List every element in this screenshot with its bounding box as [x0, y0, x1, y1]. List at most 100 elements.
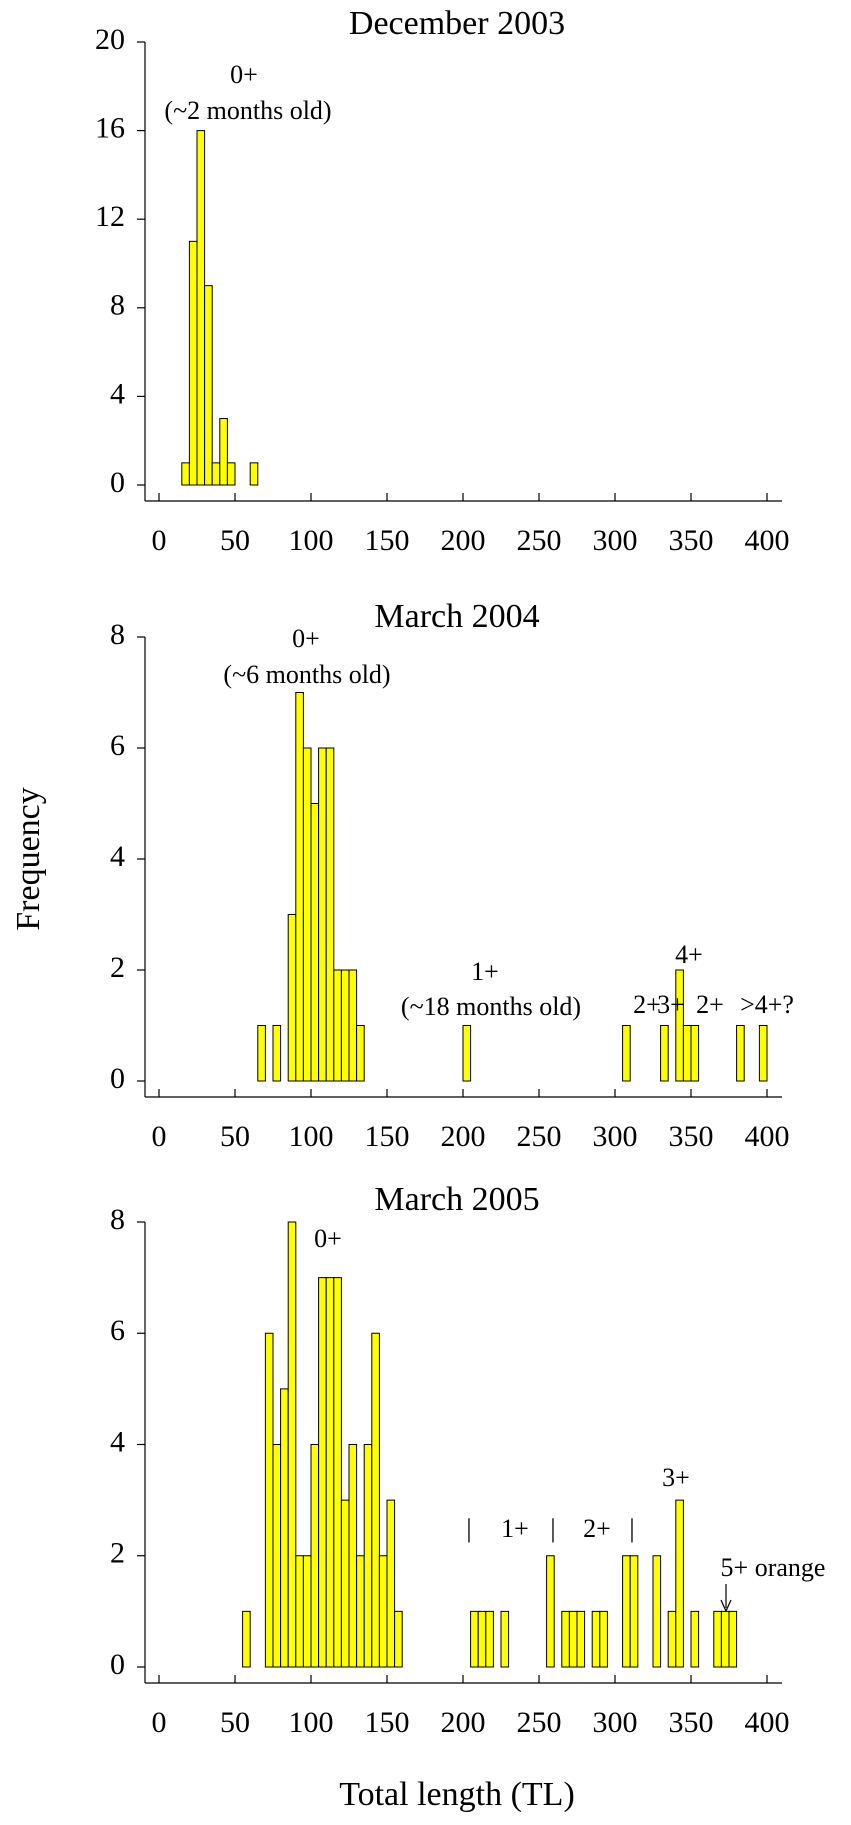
- x-tick-label: 350: [669, 524, 714, 557]
- y-tick-label: 6: [110, 1314, 125, 1347]
- bar: [386, 1499, 396, 1668]
- bar: [378, 1555, 388, 1668]
- annotation: 1+: [501, 1514, 529, 1543]
- bar: [348, 1444, 358, 1668]
- x-tick-label: 350: [669, 1120, 714, 1153]
- bar: [758, 1025, 768, 1082]
- bar: [318, 1277, 327, 1668]
- bar: [188, 240, 198, 486]
- y-tick-label: 20: [95, 23, 125, 56]
- bar: [485, 1610, 494, 1668]
- y-tick-label: 8: [110, 1203, 125, 1236]
- bar: [720, 1610, 730, 1668]
- annotation: 5+ orange: [721, 1553, 826, 1582]
- y-tick-label: 2: [110, 951, 125, 984]
- bar: [272, 1025, 282, 1082]
- bar: [356, 1025, 365, 1082]
- bar: [736, 1025, 745, 1082]
- bar: [333, 969, 342, 1082]
- annotation: 0+: [292, 624, 320, 653]
- bar: [264, 1332, 274, 1668]
- bar: [242, 1610, 251, 1668]
- x-tick-label: 150: [365, 524, 410, 557]
- bar: [629, 1555, 639, 1668]
- bar: [196, 130, 206, 486]
- bar: [356, 1555, 365, 1668]
- bar: [226, 462, 236, 486]
- y-tick-label: 12: [95, 200, 125, 233]
- annotation: 4+: [675, 940, 703, 969]
- x-tick-label: 400: [745, 524, 790, 557]
- bar: [325, 747, 335, 1082]
- bar: [675, 969, 684, 1082]
- bar: [500, 1610, 510, 1668]
- y-tick-label: 0: [110, 1062, 125, 1095]
- bar: [660, 1025, 669, 1082]
- bar: [675, 1499, 684, 1668]
- x-tick-label: 400: [745, 1706, 790, 1739]
- annotation: 0+: [314, 1224, 342, 1253]
- bar: [287, 1221, 297, 1668]
- bar: [181, 462, 190, 486]
- y-tick-label: 16: [95, 111, 125, 144]
- x-tick-label: 300: [593, 1120, 638, 1153]
- annotation: 2+: [633, 990, 661, 1019]
- y-tick-label: 6: [110, 729, 125, 762]
- x-tick-label: 350: [669, 1706, 714, 1739]
- bar: [591, 1610, 601, 1668]
- x-tick-label: 100: [289, 524, 334, 557]
- bar: [287, 914, 297, 1082]
- x-tick-label: 200: [441, 1120, 486, 1153]
- y-tick-label: 4: [110, 1425, 125, 1458]
- bar: [477, 1610, 487, 1668]
- bar: [318, 747, 327, 1082]
- x-tick-label: 0: [152, 1120, 167, 1153]
- bar: [667, 1610, 677, 1668]
- x-tick-label: 200: [441, 524, 486, 557]
- bar: [728, 1610, 738, 1668]
- annotation: |: [629, 1514, 634, 1543]
- bar: [204, 285, 213, 486]
- annotation: |: [550, 1514, 555, 1543]
- annotation: 1+: [471, 957, 499, 986]
- y-tick-label: 8: [110, 289, 125, 322]
- x-tick-label: 50: [220, 524, 250, 557]
- bar: [295, 692, 304, 1082]
- bar: [599, 1610, 608, 1668]
- annotation: 2+: [696, 990, 724, 1019]
- x-axis-label: Total length (TL): [339, 1776, 575, 1813]
- bar: [325, 1277, 335, 1668]
- bar: [462, 1025, 472, 1082]
- bar: [363, 1444, 373, 1668]
- bar: [371, 1332, 380, 1668]
- bar: [340, 969, 350, 1082]
- bar: [219, 418, 228, 486]
- bar: [310, 1444, 320, 1668]
- bar: [348, 969, 358, 1082]
- y-tick-label: 2: [110, 1537, 125, 1570]
- bar: [682, 1025, 692, 1082]
- x-tick-label: 0: [152, 524, 167, 557]
- bar: [295, 1555, 304, 1668]
- annotation: |: [466, 1514, 471, 1543]
- bar: [561, 1610, 570, 1668]
- x-tick-label: 50: [220, 1706, 250, 1739]
- annotation: (~2 months old): [164, 96, 331, 125]
- x-tick-label: 150: [365, 1120, 410, 1153]
- annotation: >4+?: [740, 990, 794, 1019]
- bar: [340, 1499, 350, 1668]
- bar: [713, 1610, 722, 1668]
- annotation: (~6 months old): [223, 660, 390, 689]
- bar: [622, 1555, 631, 1668]
- x-tick-label: 400: [745, 1120, 790, 1153]
- bar: [690, 1025, 700, 1082]
- bar: [211, 462, 221, 486]
- bar: [249, 462, 259, 486]
- x-tick-label: 100: [289, 1706, 334, 1739]
- x-tick-label: 0: [152, 1706, 167, 1739]
- y-tick-label: 0: [110, 1648, 125, 1681]
- y-tick-label: 0: [110, 466, 125, 499]
- x-tick-label: 300: [593, 524, 638, 557]
- annotation: 2+: [583, 1514, 611, 1543]
